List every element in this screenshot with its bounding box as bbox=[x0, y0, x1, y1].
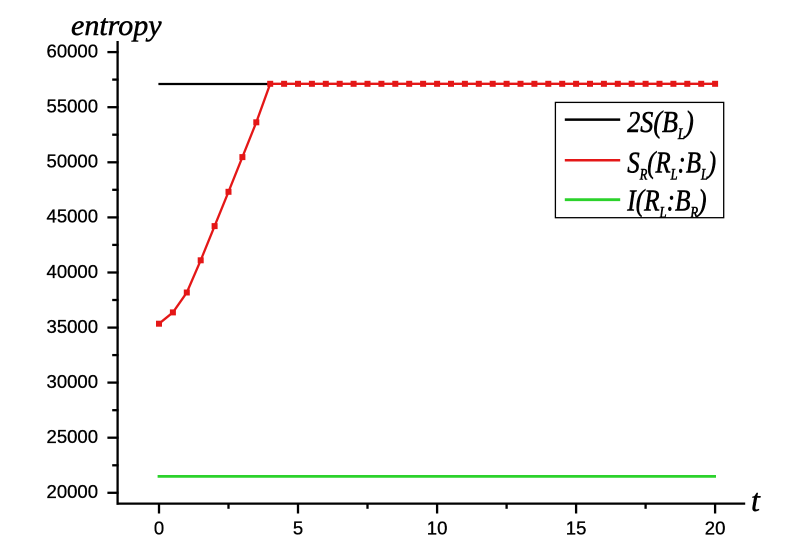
svg-text:35000: 35000 bbox=[47, 316, 98, 337]
svg-text:10: 10 bbox=[427, 518, 448, 539]
svg-text:entropy: entropy bbox=[71, 9, 162, 42]
svg-text:45000: 45000 bbox=[47, 206, 98, 227]
svg-text:20: 20 bbox=[705, 518, 726, 539]
svg-text:40000: 40000 bbox=[47, 261, 98, 282]
svg-text:50000: 50000 bbox=[47, 151, 98, 172]
svg-text:55000: 55000 bbox=[47, 96, 98, 117]
svg-text:20000: 20000 bbox=[47, 481, 98, 502]
svg-text:0: 0 bbox=[154, 518, 164, 539]
svg-text:t: t bbox=[751, 482, 761, 518]
svg-text:15: 15 bbox=[566, 518, 587, 539]
svg-text:30000: 30000 bbox=[47, 371, 98, 392]
svg-text:60000: 60000 bbox=[47, 40, 98, 61]
svg-text:I(RL:BR): I(RL:BR) bbox=[626, 184, 706, 222]
svg-text:25000: 25000 bbox=[47, 426, 98, 447]
svg-text:5: 5 bbox=[293, 518, 303, 539]
